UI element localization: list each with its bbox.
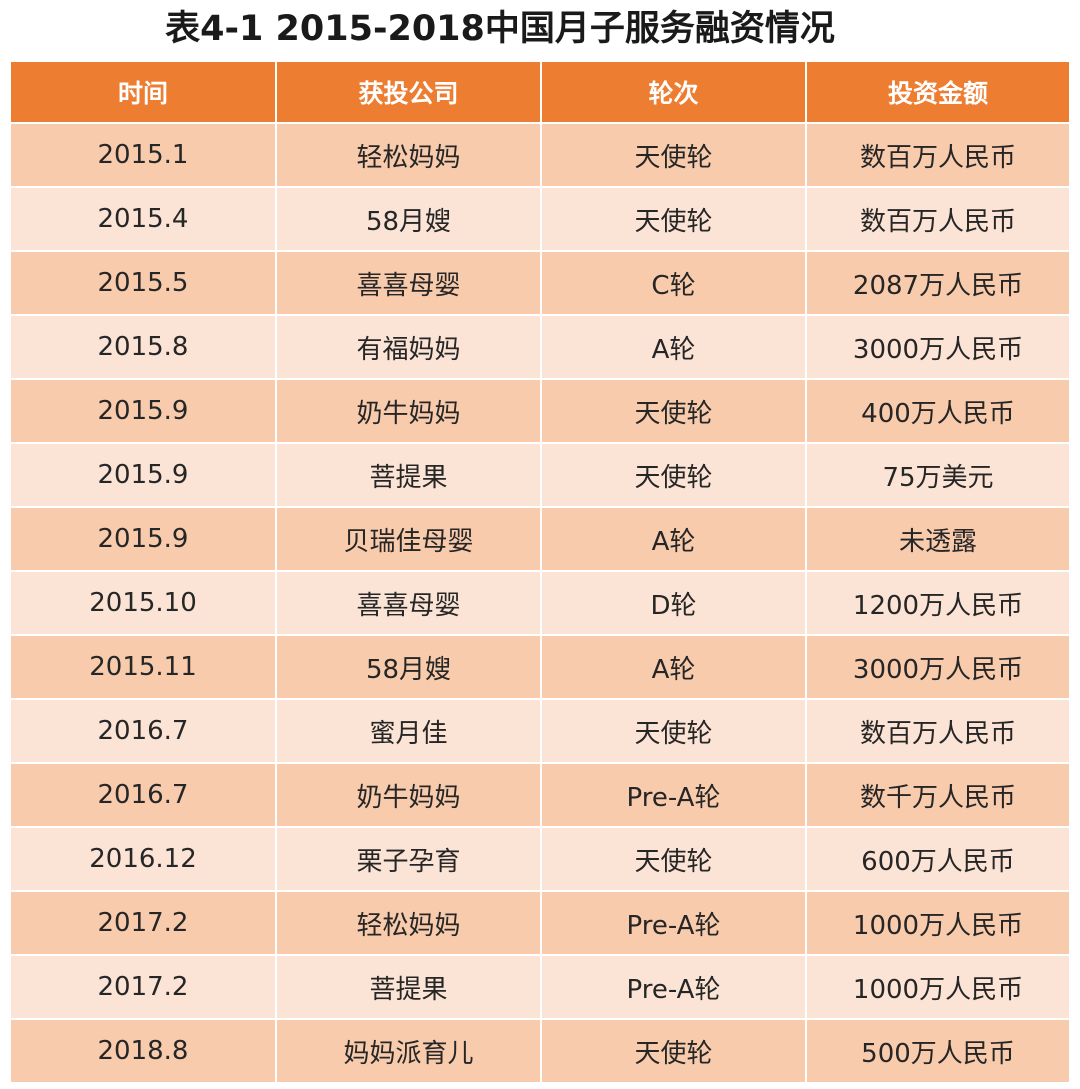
cell-round: 天使轮 (541, 122, 807, 187)
cell-amount: 数百万人民币 (806, 122, 1069, 187)
cell-company: 轻松妈妈 (276, 890, 542, 955)
cell-round: 天使轮 (541, 186, 807, 251)
cell-amount: 3000万人民币 (806, 314, 1069, 379)
table-row: 2015.4 58月嫂 天使轮 数百万人民币 (11, 186, 1069, 251)
cell-company: 贝瑞佳母婴 (276, 506, 542, 571)
cell-amount: 数千万人民币 (806, 762, 1069, 827)
table-row: 2015.1 轻松妈妈 天使轮 数百万人民币 (11, 122, 1069, 187)
cell-round: A轮 (541, 634, 807, 699)
cell-company: 菩提果 (276, 954, 542, 1019)
cell-round: Pre-A轮 (541, 890, 807, 955)
cell-time: 2015.5 (11, 250, 277, 315)
cell-company: 58月嫂 (276, 634, 542, 699)
cell-time: 2015.9 (11, 506, 277, 571)
cell-amount: 400万人民币 (806, 378, 1069, 443)
cell-amount: 3000万人民币 (806, 634, 1069, 699)
table-row: 2017.2 菩提果 Pre-A轮 1000万人民币 (11, 954, 1069, 1019)
cell-amount: 600万人民币 (806, 826, 1069, 891)
cell-company: 有福妈妈 (276, 314, 542, 379)
cell-round: Pre-A轮 (541, 954, 807, 1019)
column-header-round: 轮次 (541, 62, 807, 123)
cell-amount: 75万美元 (806, 442, 1069, 507)
table-row: 2016.7 蜜月佳 天使轮 数百万人民币 (11, 698, 1069, 763)
cell-company: 蜜月佳 (276, 698, 542, 763)
cell-time: 2016.7 (11, 762, 277, 827)
cell-time: 2015.9 (11, 378, 277, 443)
table-row: 2015.5 喜喜母婴 C轮 2087万人民币 (11, 250, 1069, 315)
cell-round: 天使轮 (541, 378, 807, 443)
financing-table: 时间 获投公司 轮次 投资金额 2015.1 轻松妈妈 天使轮 数百万人民币 2015.… (11, 62, 1069, 1082)
table-row: 2015.9 贝瑞佳母婴 A轮 未透露 (11, 506, 1069, 571)
table-row: 2015.9 菩提果 天使轮 75万美元 (11, 442, 1069, 507)
cell-company: 栗子孕育 (276, 826, 542, 891)
cell-round: 天使轮 (541, 442, 807, 507)
cell-time: 2015.9 (11, 442, 277, 507)
cell-amount: 2087万人民币 (806, 250, 1069, 315)
cell-time: 2017.2 (11, 954, 277, 1019)
cell-company: 轻松妈妈 (276, 122, 542, 187)
table-row: 2015.10 喜喜母婴 D轮 1200万人民币 (11, 570, 1069, 635)
cell-company: 喜喜母婴 (276, 570, 542, 635)
cell-time: 2015.1 (11, 122, 277, 187)
cell-amount: 未透露 (806, 506, 1069, 571)
cell-time: 2015.11 (11, 634, 277, 699)
cell-time: 2015.4 (11, 186, 277, 251)
cell-company: 奶牛妈妈 (276, 378, 542, 443)
cell-time: 2018.8 (11, 1018, 277, 1082)
cell-time: 2016.7 (11, 698, 277, 763)
table-row: 2018.8 妈妈派育儿 天使轮 500万人民币 (11, 1018, 1069, 1082)
cell-time: 2015.8 (11, 314, 277, 379)
cell-company: 奶牛妈妈 (276, 762, 542, 827)
cell-amount: 数百万人民币 (806, 186, 1069, 251)
cell-amount: 1000万人民币 (806, 890, 1069, 955)
cell-round: A轮 (541, 506, 807, 571)
cell-round: 天使轮 (541, 826, 807, 891)
cell-amount: 数百万人民币 (806, 698, 1069, 763)
table-row: 2015.8 有福妈妈 A轮 3000万人民币 (11, 314, 1069, 379)
cell-company: 菩提果 (276, 442, 542, 507)
table-row: 2016.12 栗子孕育 天使轮 600万人民币 (11, 826, 1069, 891)
table-row: 2015.9 奶牛妈妈 天使轮 400万人民币 (11, 378, 1069, 443)
cell-round: 天使轮 (541, 698, 807, 763)
cell-round: A轮 (541, 314, 807, 379)
cell-round: 天使轮 (541, 1018, 807, 1082)
table-row: 2015.11 58月嫂 A轮 3000万人民币 (11, 634, 1069, 699)
cell-time: 2016.12 (11, 826, 277, 891)
column-header-time: 时间 (11, 62, 277, 123)
cell-round: D轮 (541, 570, 807, 635)
column-header-company: 获投公司 (276, 62, 542, 123)
cell-company: 妈妈派育儿 (276, 1018, 542, 1082)
cell-amount: 1000万人民币 (806, 954, 1069, 1019)
column-header-amount: 投资金额 (806, 62, 1069, 123)
cell-amount: 500万人民币 (806, 1018, 1069, 1082)
cell-round: C轮 (541, 250, 807, 315)
table-title: 表4-1 2015-2018中国月子服务融资情况 (165, 9, 835, 49)
cell-company: 58月嫂 (276, 186, 542, 251)
cell-round: Pre-A轮 (541, 762, 807, 827)
cell-company: 喜喜母婴 (276, 250, 542, 315)
table-header-row: 时间 获投公司 轮次 投资金额 (11, 62, 1069, 123)
table-row: 2016.7 奶牛妈妈 Pre-A轮 数千万人民币 (11, 762, 1069, 827)
cell-time: 2017.2 (11, 890, 277, 955)
table-row: 2017.2 轻松妈妈 Pre-A轮 1000万人民币 (11, 890, 1069, 955)
cell-time: 2015.10 (11, 570, 277, 635)
cell-amount: 1200万人民币 (806, 570, 1069, 635)
